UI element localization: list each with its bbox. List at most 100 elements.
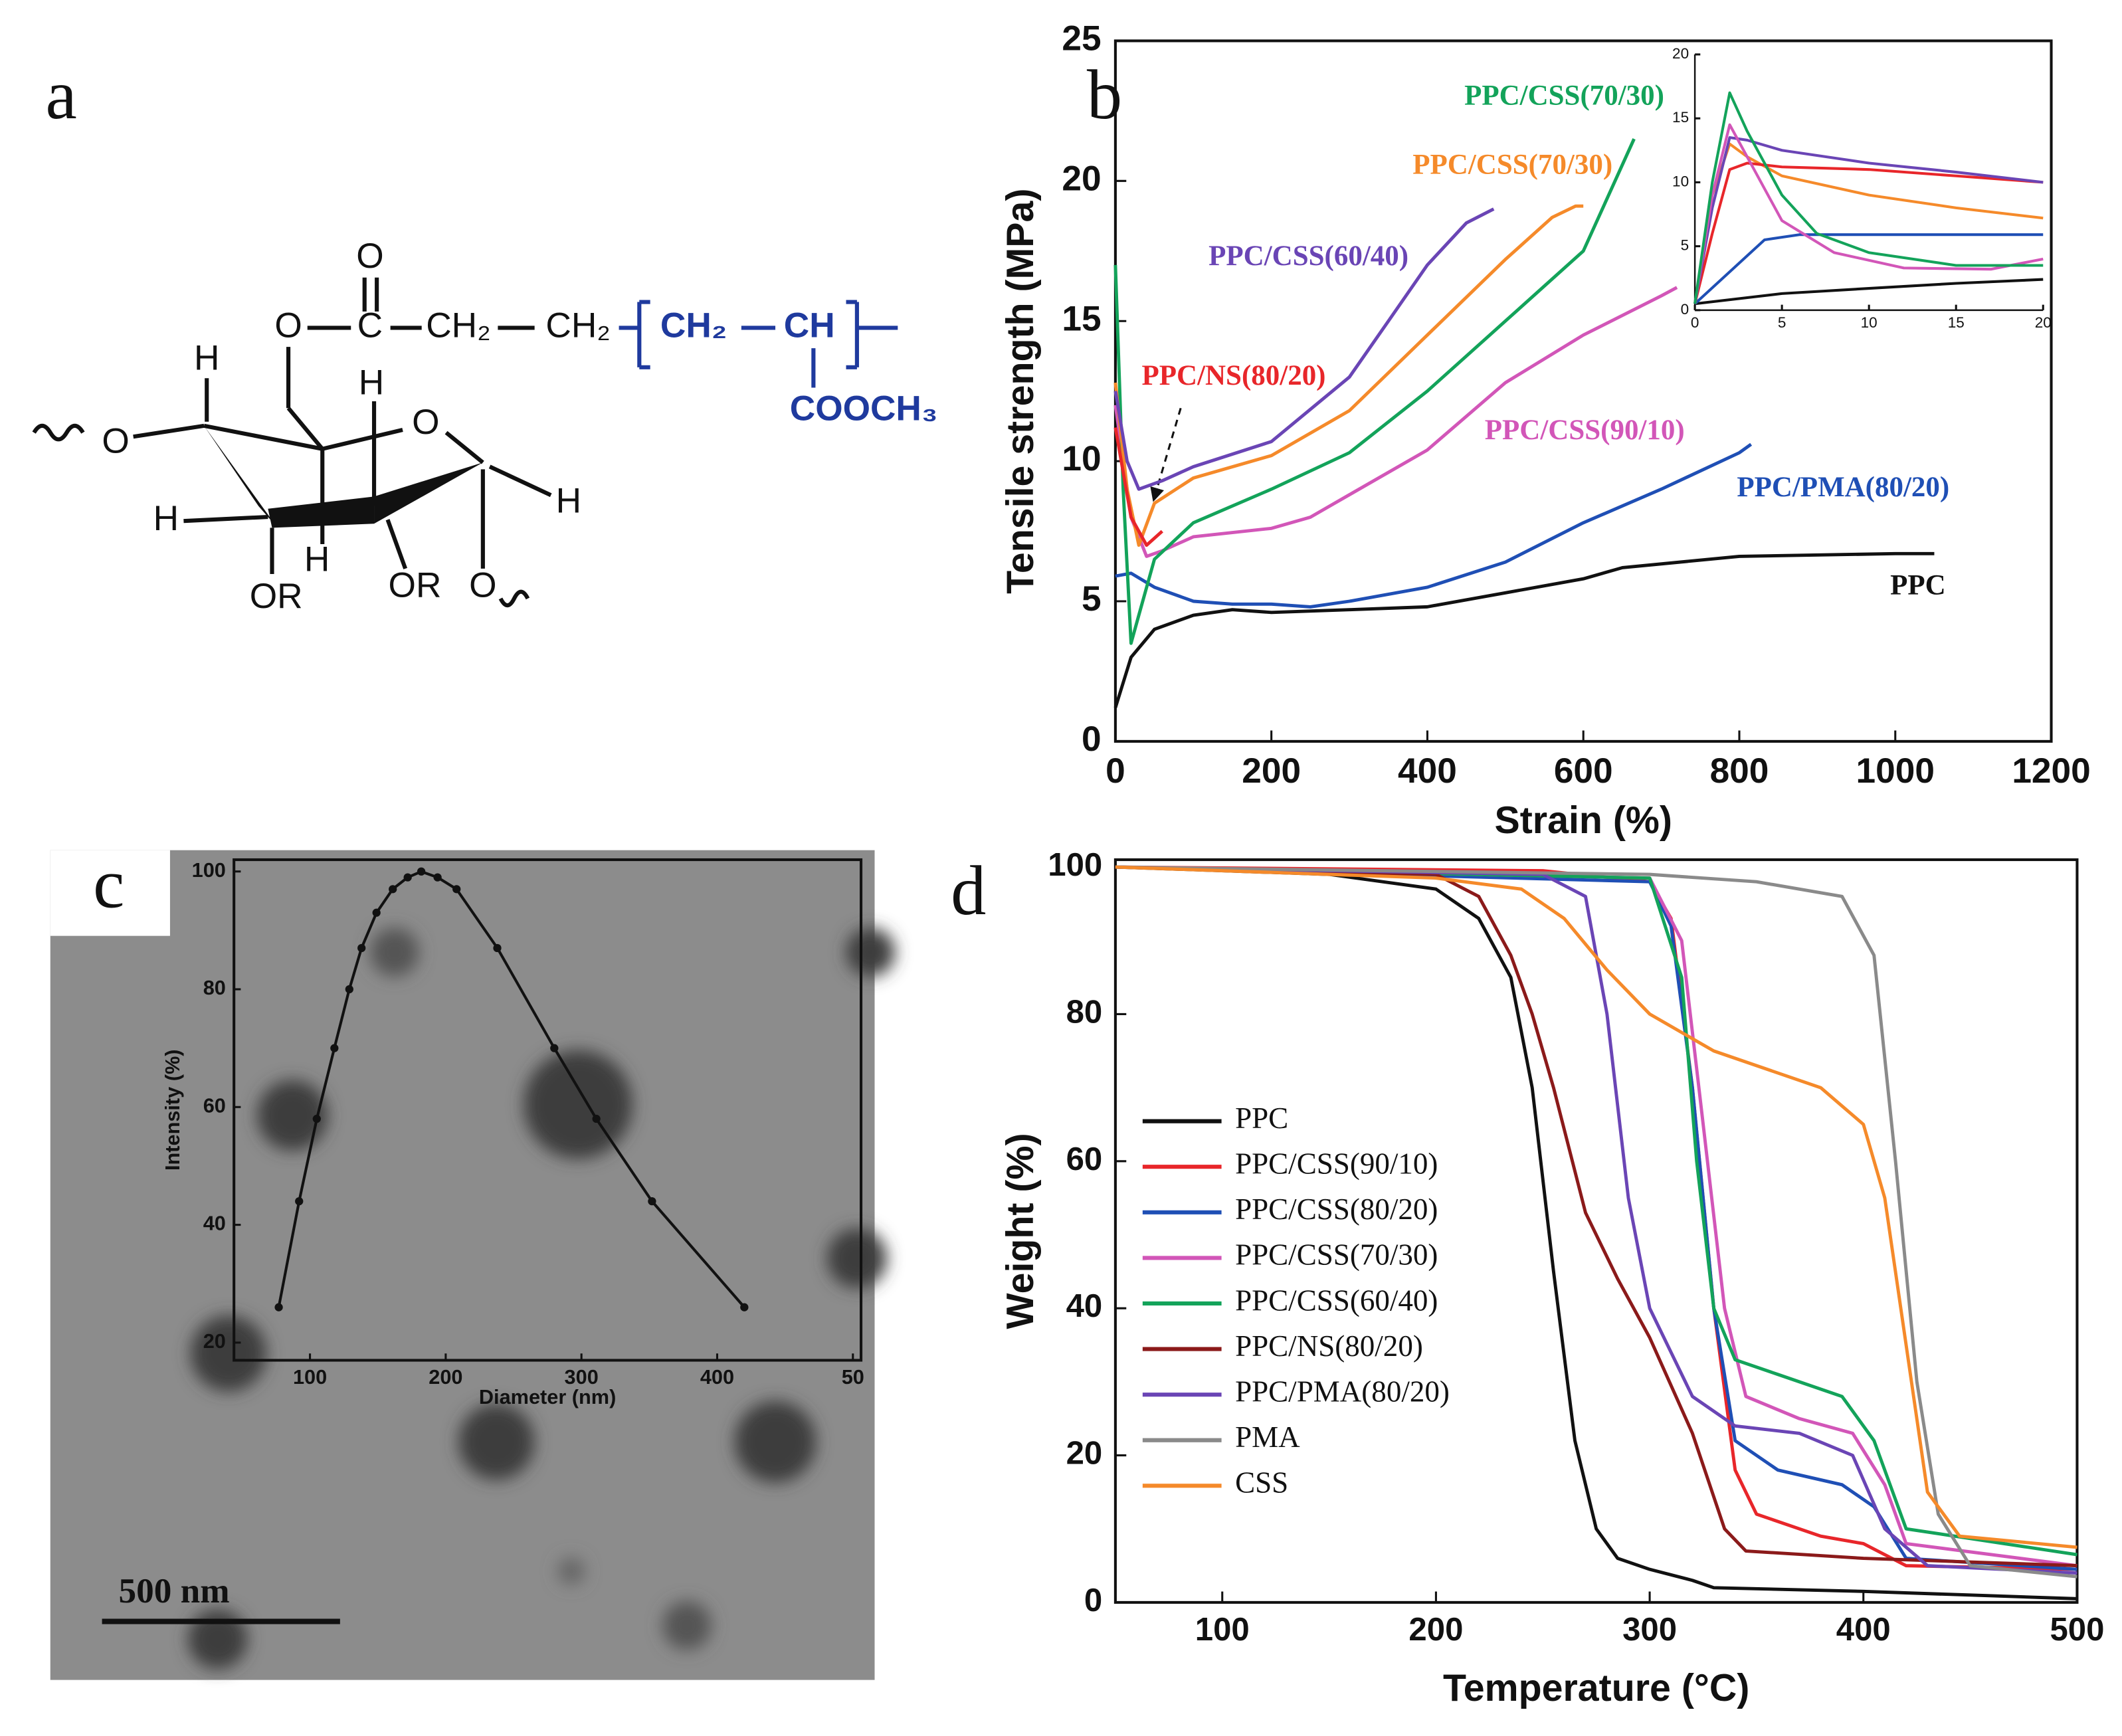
data-point (403, 873, 412, 882)
y-tick-label: 0 (1084, 1583, 1102, 1618)
plot-frame (1113, 858, 2079, 1604)
x-tick-label: 5 (1778, 314, 1786, 331)
atom-label: O (274, 306, 302, 345)
x-tick-label: 200 (1242, 751, 1301, 791)
structure-bonds (32, 277, 552, 608)
series-line (1693, 123, 2044, 304)
y-tick-label: 0 (1681, 301, 1689, 318)
x-tick-label: 300 (565, 1365, 599, 1389)
y-tick-label: 5 (1082, 579, 1102, 619)
annotation-arrow (1150, 407, 1182, 502)
data-point (372, 908, 381, 917)
x-tick-label: 400 (700, 1365, 734, 1389)
atom-label: CH₂ (660, 306, 727, 345)
atom-label: C (357, 306, 383, 345)
data-point (389, 885, 397, 894)
y-tick-label: 100 (1048, 847, 1102, 883)
data-point (433, 873, 442, 882)
series-line (1113, 138, 1636, 645)
data-point (274, 1303, 283, 1311)
x-axis-label: Diameter (nm) (479, 1385, 616, 1408)
data-point (345, 985, 353, 994)
atom-label: O (356, 237, 383, 276)
data-point (592, 1114, 601, 1123)
x-tick-label: 1000 (1856, 751, 1935, 791)
atom-label: CH (784, 306, 835, 345)
x-tick-label: 200 (429, 1365, 462, 1389)
legend-label: PPC/CSS(60/40) (1235, 1284, 1438, 1317)
data-point (357, 943, 366, 953)
atom-label: H (194, 339, 219, 378)
atom-label: CH₂ (545, 306, 611, 345)
y-tick-label: 80 (203, 976, 226, 999)
x-tick-label: 1200 (2012, 751, 2090, 791)
panel-label: b (1087, 56, 1122, 134)
panel-label: c (93, 845, 124, 923)
x-tick-label: 100 (1195, 1612, 1250, 1648)
y-tick-label: 10 (1062, 439, 1101, 478)
legend-label: PPC (1235, 1102, 1288, 1135)
legend-label: PPC/PMA(80/20) (1235, 1375, 1450, 1408)
series-line (1115, 865, 2077, 1575)
y-tick-label: 100 (192, 858, 226, 882)
y-tick-label: 15 (1672, 109, 1689, 126)
series-label: PPC/NS(80/20) (1142, 360, 1326, 391)
legend-label: PPC/CSS(70/30) (1235, 1238, 1438, 1272)
y-tick-label: 60 (1066, 1141, 1103, 1177)
x-tick-label: 800 (1710, 751, 1769, 791)
panel-label: d (951, 852, 986, 930)
series-label: PPC (1890, 569, 1946, 601)
y-tick-label: 40 (203, 1212, 226, 1235)
atom-label: OR (250, 577, 303, 616)
x-tick-label: 100 (293, 1365, 327, 1389)
atom-label: CH₂ (426, 306, 491, 345)
series-line (1113, 207, 1495, 491)
y-tick-label: 40 (1066, 1288, 1103, 1324)
y-axis-label: Intensity (%) (161, 1049, 184, 1171)
series-line (1113, 427, 1163, 547)
legend-label: PPC/CSS(80/20) (1235, 1193, 1438, 1226)
y-tick-label: 25 (1062, 19, 1101, 58)
series-line (1693, 91, 2044, 304)
series-line (1115, 865, 2077, 1568)
data-point (295, 1197, 304, 1206)
panel-label: a (46, 56, 77, 134)
series-label: PPC/CSS(60/40) (1208, 241, 1408, 272)
series-line (1694, 278, 2044, 306)
y-tick-label: 20 (1672, 45, 1689, 62)
y-tick-label: 20 (1066, 1436, 1103, 1472)
legend-label: PPC/CSS(90/10) (1235, 1147, 1438, 1181)
data-point (493, 943, 502, 953)
y-tick-label: 80 (1066, 994, 1103, 1030)
data-point (740, 1303, 749, 1311)
x-tick-label: 600 (1554, 751, 1613, 791)
y-axis-label: Weight (%) (999, 1133, 1042, 1329)
chart: 100 200 300 400 500 0 20 40 60 80 100 Temperature (… (951, 847, 2104, 1709)
series-line (1113, 204, 1584, 547)
x-tick-label: 10 (1861, 314, 1878, 331)
data-point (330, 1044, 339, 1052)
x-tick-label: 0 (1106, 751, 1125, 791)
scale-bar-label: 500 nm (119, 1571, 230, 1610)
y-tick-label: 15 (1062, 299, 1101, 338)
structure-wedges (204, 425, 483, 528)
legend-label: PMA (1235, 1420, 1300, 1454)
y-tick-label: 10 (1672, 173, 1689, 189)
data-point (648, 1197, 656, 1206)
structure-polymer-bonds (619, 300, 898, 388)
series-line (1115, 865, 2077, 1549)
y-tick-label: 20 (203, 1329, 226, 1353)
series-line (1113, 551, 1935, 709)
series-line (1115, 865, 2077, 1571)
x-tick-label: 200 (1408, 1612, 1463, 1648)
series-line (1693, 142, 2044, 304)
series-line (1113, 286, 1678, 558)
y-tick-label: 5 (1681, 237, 1689, 254)
x-tick-label: 0 (1691, 314, 1699, 331)
plot-frame (233, 858, 863, 1362)
x-tick-label: 500 (2050, 1612, 2104, 1648)
x-axis-label: Strain (%) (1494, 799, 1672, 842)
